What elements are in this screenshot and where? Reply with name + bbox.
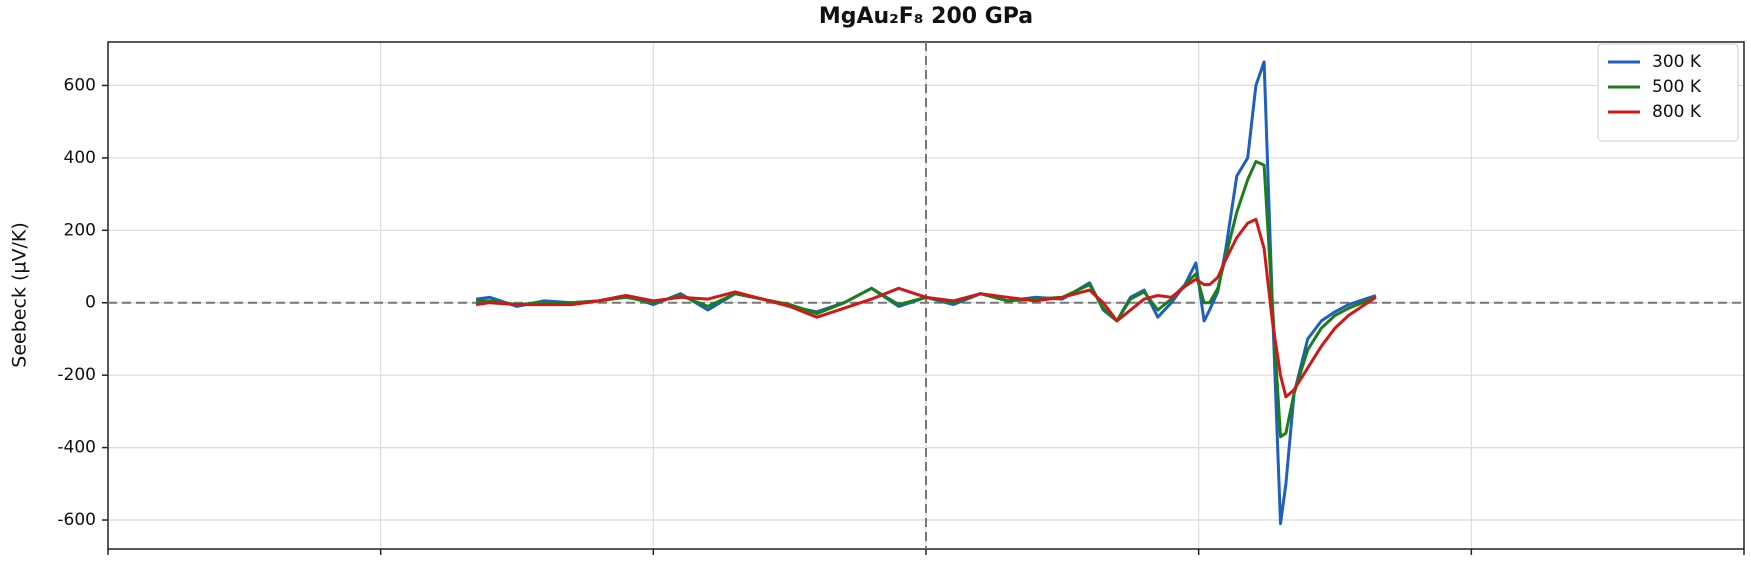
- legend-box: [1597, 43, 1739, 142]
- y-tick-label: 0: [85, 293, 96, 313]
- y-tick-label: 200: [64, 220, 96, 240]
- legend-label: 300 K: [1652, 52, 1702, 72]
- legend-label: 500 K: [1652, 77, 1702, 97]
- y-tick-label: 600: [64, 75, 96, 95]
- y-tick-label: -200: [57, 365, 96, 385]
- y-tick-label: -400: [57, 438, 96, 458]
- line-series: [476, 160, 1377, 439]
- y-axis-label: Seebeck (µV/K): [9, 222, 31, 367]
- chart-title: MgAu₂F₈ 200 GPa: [819, 4, 1033, 29]
- line-series: [475, 217, 1377, 399]
- y-tick-label: -600: [57, 510, 96, 530]
- y-tick-label: 400: [64, 148, 96, 168]
- legend-label: 800 K: [1652, 102, 1702, 122]
